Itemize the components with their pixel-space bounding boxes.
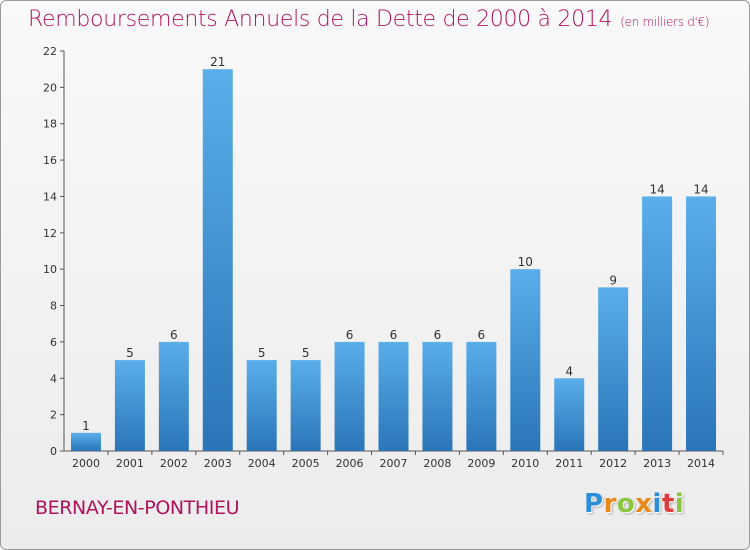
chart-labels: 2000 1 2001 5 2002 6 2003 21 2004 5 2005 5 2006 6 2007…	[72, 55, 715, 470]
y-tick-label: 6	[50, 336, 57, 349]
chart-bars	[70, 69, 717, 451]
y-tick-label: 8	[50, 300, 57, 313]
x-tick-label: 2012	[599, 457, 627, 470]
data-label: 6	[478, 328, 486, 342]
data-label: 4	[565, 364, 573, 378]
bar-2013	[642, 196, 673, 451]
logo-letter: r	[603, 489, 617, 519]
data-label: 5	[258, 346, 266, 360]
x-tick-label: 2003	[204, 457, 232, 470]
logo-letter: i	[674, 489, 685, 519]
data-label: 21	[210, 55, 225, 69]
y-tick-label: 18	[43, 118, 57, 131]
y-tick-label: 14	[43, 190, 57, 203]
y-tick-label: 22	[43, 45, 57, 58]
bar-2010	[510, 269, 541, 451]
y-tick-label: 20	[43, 81, 57, 94]
x-tick-label: 2006	[336, 457, 364, 470]
chart-subtitle: (en milliers d'€)	[620, 15, 710, 29]
bar-2000	[70, 432, 101, 451]
logo-letter: x	[635, 489, 653, 519]
x-tick-label: 2002	[160, 457, 188, 470]
bar-2011	[554, 378, 585, 451]
y-tick-label: 2	[50, 409, 57, 422]
bar-2008	[422, 341, 453, 451]
logo-letter: o	[616, 489, 636, 519]
bar-2009	[466, 341, 497, 451]
x-tick-label: 2000	[72, 457, 100, 470]
data-label: 10	[518, 255, 533, 269]
bar-2007	[378, 341, 409, 451]
data-label: 5	[126, 346, 134, 360]
data-label: 6	[434, 328, 442, 342]
x-tick-label: 2011	[555, 457, 583, 470]
data-label: 9	[609, 273, 617, 287]
x-tick-label: 2005	[292, 457, 320, 470]
proxiti-logo: Proxiti	[584, 489, 684, 519]
bar-2001	[114, 360, 145, 451]
y-tick-label: 16	[43, 154, 57, 167]
x-tick-label: 2010	[511, 457, 539, 470]
y-tick-label: 0	[50, 445, 57, 458]
data-label: 14	[649, 182, 664, 196]
bar-2005	[290, 360, 321, 451]
bar-2004	[246, 360, 277, 451]
bar-2003	[202, 69, 233, 451]
data-label: 6	[346, 328, 354, 342]
data-label: 14	[693, 182, 708, 196]
bar-2002	[158, 341, 189, 451]
logo-letter: P	[584, 489, 604, 519]
bar-2012	[598, 287, 629, 451]
x-tick-label: 2013	[643, 457, 671, 470]
y-tick-label: 4	[50, 372, 57, 385]
x-tick-label: 2008	[423, 457, 451, 470]
data-label: 6	[390, 328, 398, 342]
x-tick-label: 2001	[116, 457, 144, 470]
x-tick-label: 2004	[248, 457, 276, 470]
chart-title: Remboursements Annuels de la Dette de 20…	[28, 7, 710, 32]
x-tick-label: 2007	[380, 457, 408, 470]
bar-2014	[686, 196, 717, 451]
data-label: 5	[302, 346, 310, 360]
bar-2006	[334, 341, 365, 451]
data-label: 1	[82, 419, 90, 433]
logo-letter: i	[652, 489, 662, 519]
x-tick-label: 2009	[467, 457, 495, 470]
commune-name: BERNAY-EN-PONTHIEU	[35, 497, 240, 519]
x-tick-label: 2014	[687, 457, 715, 470]
data-label: 6	[170, 328, 178, 342]
y-tick-label: 10	[43, 263, 57, 276]
y-tick-label: 12	[43, 227, 57, 240]
logo-letter: t	[661, 489, 675, 519]
chart-title-text: Remboursements Annuels de la Dette de 20…	[28, 7, 613, 32]
